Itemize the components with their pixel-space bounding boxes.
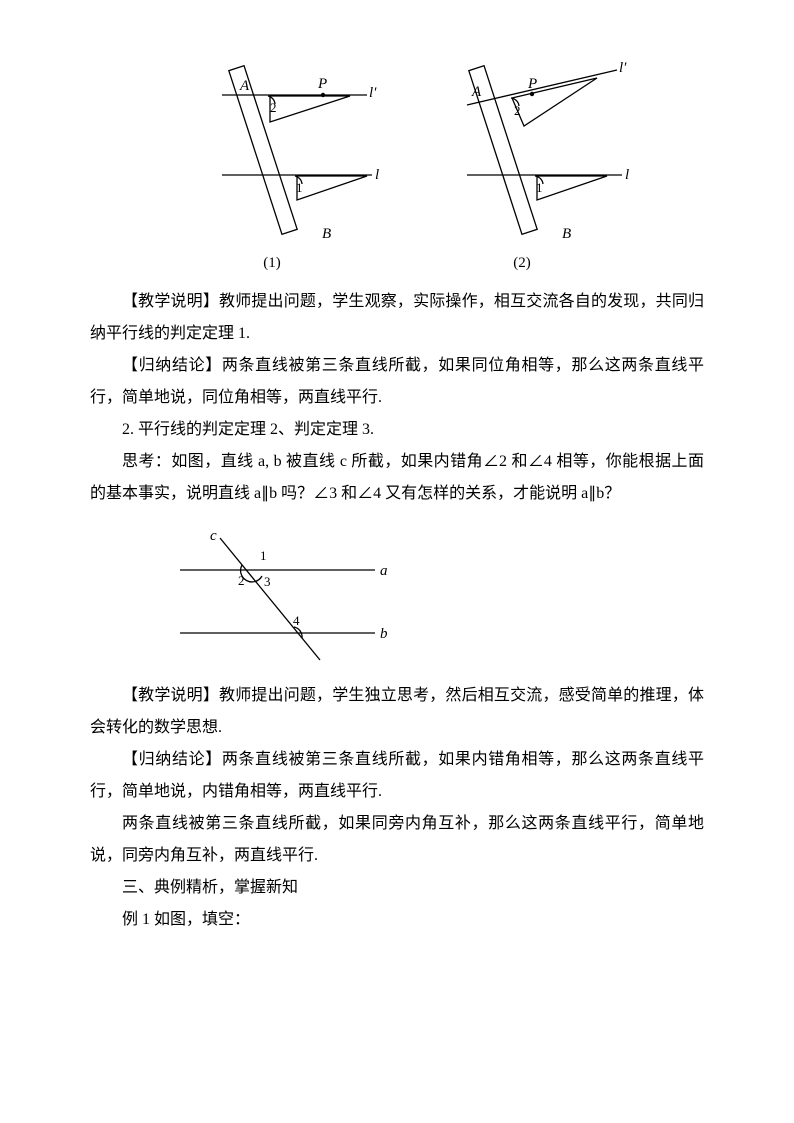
figure-2-caption: (2) xyxy=(412,248,632,278)
label-2: 2 xyxy=(238,573,245,588)
label-4: 4 xyxy=(293,613,300,628)
label-B: B xyxy=(562,226,571,242)
label-1: 1 xyxy=(260,548,267,563)
label-angle-1: 1 xyxy=(536,180,543,195)
paragraph-6: 【归纳结论】两条直线被第三条直线所截，如果内错角相等，那么这两条直线平行，简单地… xyxy=(90,744,704,808)
figure-3-wrap: c a b 1 2 3 4 xyxy=(150,520,704,670)
label-a: a xyxy=(380,563,388,579)
label-P: P xyxy=(317,76,327,92)
label-A: A xyxy=(471,84,482,100)
paragraph-8: 三、典例精析，掌握新知 xyxy=(90,872,704,904)
figure-1-caption: (1) xyxy=(162,248,382,278)
figure-1: A P l′ l B 2 1 xyxy=(162,60,382,250)
label-angle-2: 2 xyxy=(514,103,521,118)
label-3: 3 xyxy=(264,574,271,589)
figures-row-top: A P l′ l B 2 1 (1) xyxy=(90,60,704,278)
label-angle-1: 1 xyxy=(296,180,303,195)
label-B: B xyxy=(322,226,331,242)
figure-2-wrap: A P l′ l B 2 1 (2) xyxy=(412,60,632,278)
label-lprime: l′ xyxy=(369,85,377,101)
paragraph-4: 思考：如图，直线 a, b 被直线 c 所截，如果内错角∠2 和∠4 相等，你能… xyxy=(90,446,704,510)
label-A: A xyxy=(239,78,250,94)
label-lprime: l′ xyxy=(619,60,627,76)
figure-1-wrap: A P l′ l B 2 1 (1) xyxy=(162,60,382,278)
figure-2: A P l′ l B 2 1 xyxy=(412,60,632,250)
figure-3: c a b 1 2 3 4 xyxy=(150,520,400,670)
label-P: P xyxy=(527,76,537,92)
label-b: b xyxy=(380,626,388,642)
paragraph-5: 【教学说明】教师提出问题，学生独立思考，然后相互交流，感受简单的推理，体会转化的… xyxy=(90,680,704,744)
label-c: c xyxy=(210,528,217,544)
label-l: l xyxy=(625,167,629,183)
paragraph-7: 两条直线被第三条直线所截，如果同旁内角互补，那么这两条直线平行，简单地说，同旁内… xyxy=(90,808,704,872)
paragraph-1: 【教学说明】教师提出问题，学生观察，实际操作，相互交流各自的发现，共同归纳平行线… xyxy=(90,286,704,350)
page: A P l′ l B 2 1 (1) xyxy=(0,0,794,1123)
paragraph-3: 2. 平行线的判定定理 2、判定定理 3. xyxy=(90,414,704,446)
paragraph-2: 【归纳结论】两条直线被第三条直线所截，如果同位角相等，那么这两条直线平行，简单地… xyxy=(90,350,704,414)
label-angle-2: 2 xyxy=(270,100,277,115)
label-l: l xyxy=(375,167,379,183)
paragraph-9: 例 1 如图，填空： xyxy=(90,904,704,936)
